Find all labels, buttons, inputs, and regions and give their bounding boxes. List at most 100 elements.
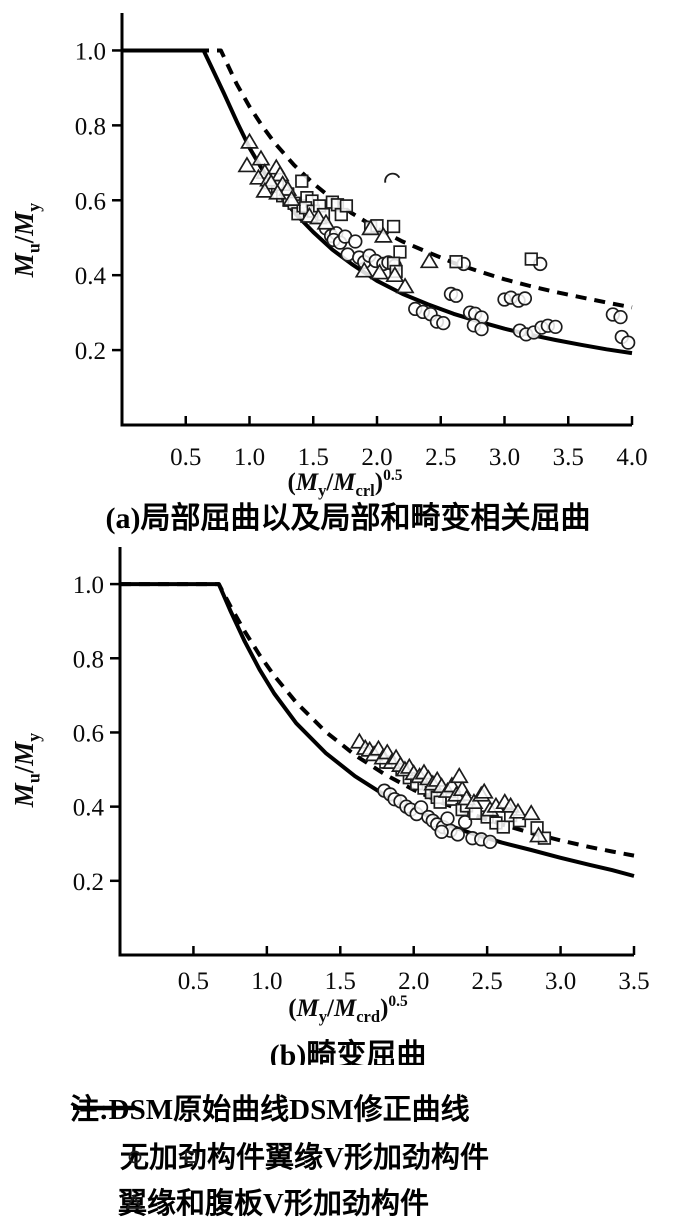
legend-series-triangle-label: 翼缘和腹板V形加劲构件 <box>118 1188 429 1220</box>
scatter-triangle <box>521 804 541 821</box>
scatter-square <box>433 795 447 809</box>
scatter-triangle <box>449 767 469 784</box>
legend-solid-label: DSM修正曲线 <box>289 1094 470 1126</box>
chart-b-y-axis-label: Mu/My <box>9 733 43 808</box>
x-tick-label: 3.0 <box>545 968 576 995</box>
scatter-square <box>468 806 483 820</box>
scatter-triangle <box>268 183 288 200</box>
y-tick-label: 0.4 <box>75 263 107 290</box>
y-tick-label: 0.8 <box>73 646 104 673</box>
scatter-triangle <box>395 277 415 294</box>
scatter-triangle <box>240 132 259 149</box>
scatter-circle <box>348 234 363 249</box>
scatter-circle <box>474 321 489 337</box>
chart-b-axes: 0.5 1.0 1.5 2.0 2.5 3.0 3.5 0.2 0.4 0.6 0.8 1.0 <box>73 547 650 995</box>
scatter-triangle <box>373 226 393 243</box>
chart-a-x-axis-label: (My/Mcrl)0.5 <box>288 467 403 500</box>
legend-dashed-label: DSM原始曲线 <box>108 1094 290 1126</box>
legend-series-circle-label: 无加劲构件 <box>120 1142 266 1174</box>
scatter-triangle <box>385 266 405 283</box>
partial-circle-artifact <box>384 172 401 183</box>
chart-b-caption: (b)畸变屈曲 <box>270 1038 427 1065</box>
chart-a-axes: 0.5 1.0 1.5 2.0 2.5 3.0 3.5 4.0 0.2 0.4 0.6 0.8 1.0 <box>75 13 648 471</box>
scatter-triangle <box>361 219 381 236</box>
chart-b: 0.5 1.0 1.5 2.0 2.5 3.0 3.5 0.2 0.4 0.6 0.8 1.0 Mu/… <box>9 547 650 1065</box>
scatter-triangle <box>282 189 302 206</box>
curve-solid <box>122 48 633 356</box>
scatter-triangle <box>419 252 439 269</box>
x-tick-label: 2.0 <box>398 968 429 995</box>
chart-a-points <box>237 132 636 350</box>
square-marker-icon <box>185 1151 197 1163</box>
legend-series-square-label: 翼缘V形加劲构件 <box>265 1142 489 1174</box>
scatter-circle <box>450 827 465 842</box>
scatter-square <box>386 219 401 234</box>
scatter-circle <box>548 319 563 335</box>
scatter-triangle <box>508 802 528 819</box>
curve-dashed <box>122 48 633 310</box>
chart-b-x-axis-label: (My/Mcrd)0.5 <box>288 993 408 1026</box>
scatter-square <box>393 245 407 259</box>
chart-b-curves <box>120 582 635 878</box>
scatter-triangle <box>255 181 275 198</box>
y-tick-label: 1.0 <box>73 572 104 599</box>
chart-a-curves <box>122 48 633 356</box>
scatter-triangle <box>529 826 549 843</box>
scatter-circle <box>434 824 449 840</box>
legend-markers-row-2: 翼缘和腹板V形加劲构件 <box>118 1180 429 1222</box>
x-tick-label: 2.5 <box>472 968 503 995</box>
chart-a-caption: (a)局部屈曲以及局部和畸变相关屈曲 <box>106 501 591 535</box>
y-tick-label: 0.6 <box>73 720 104 747</box>
legend-note-row: 注: DSM原始曲线 DSM修正曲线 <box>70 1086 470 1128</box>
scatter-square <box>496 820 510 834</box>
scatter-square <box>339 199 354 213</box>
scatter-triangle <box>354 261 374 278</box>
x-tick-label: 1.0 <box>234 444 265 471</box>
x-tick-label: 2.5 <box>425 444 456 471</box>
x-tick-label: 1.0 <box>251 968 282 995</box>
chart-a: 0.5 1.0 1.5 2.0 2.5 3.0 3.5 4.00.20.40.60.81.0 … <box>9 13 648 535</box>
x-tick-label: 0.5 <box>170 444 201 471</box>
chart-b-points <box>349 732 552 850</box>
solid-line-icon <box>76 1105 134 1111</box>
scatter-circle <box>340 247 355 262</box>
scatter-square <box>295 174 309 188</box>
x-tick-label: 4.0 <box>616 444 647 471</box>
scatter-triangle <box>237 156 257 173</box>
x-tick-label: 3.0 <box>489 444 520 471</box>
x-tick-label: 3.5 <box>618 968 649 995</box>
triangle-marker-icon <box>125 1194 143 1209</box>
chart-a-y-axis-label: Mu/My <box>9 203 43 278</box>
y-tick-label: 0.2 <box>75 338 106 365</box>
scatter-circle <box>482 834 498 850</box>
x-tick-label: 0.5 <box>178 968 209 995</box>
scatter-triangle <box>316 213 336 230</box>
y-tick-label: 0.6 <box>75 188 106 215</box>
scatter-triangle <box>251 149 271 166</box>
scatter-circle <box>621 335 636 350</box>
legend-markers-row-1: 无加劲构件 翼缘V形加劲构件 <box>120 1134 489 1176</box>
x-tick-label: 2.0 <box>361 444 392 471</box>
scatter-triangle <box>474 782 494 799</box>
y-tick-label: 1.0 <box>75 38 106 65</box>
chart-b-axis-lines <box>118 547 634 957</box>
x-tick-label: 1.5 <box>325 968 356 995</box>
scatter-circle <box>517 291 533 306</box>
y-tick-label: 0.8 <box>75 113 106 140</box>
scatter-circle <box>448 288 464 303</box>
scatter-triangle <box>261 173 281 190</box>
x-tick-label: 1.5 <box>298 444 329 471</box>
scatter-square <box>524 252 538 266</box>
scatter-triangle <box>248 168 268 185</box>
scatter-square <box>449 255 463 269</box>
scatter-circle <box>440 811 455 826</box>
scatter-circle <box>413 800 429 815</box>
y-tick-label: 0.2 <box>73 869 104 896</box>
curve-dashed <box>120 582 635 858</box>
circle-marker-icon <box>128 1150 142 1164</box>
chart-a-axis-lines <box>120 13 632 427</box>
y-tick-label: 0.4 <box>73 795 105 822</box>
x-tick-label: 3.5 <box>553 444 584 471</box>
scatter-circle <box>436 315 451 331</box>
